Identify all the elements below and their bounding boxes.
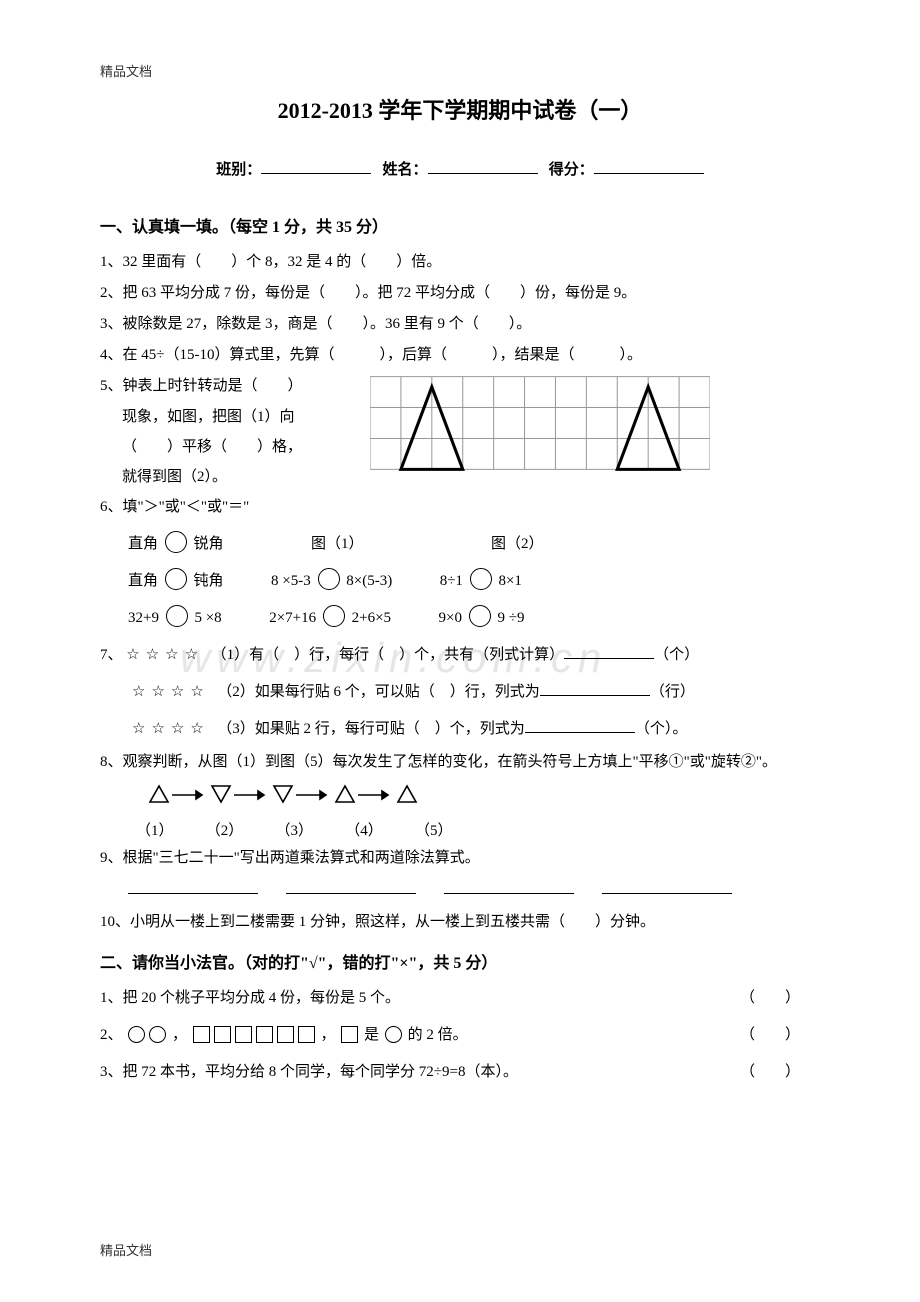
q9-blank2[interactable] bbox=[286, 878, 416, 894]
cmp-r3d: 2+6×5 bbox=[352, 610, 391, 626]
s2-q1: 1、把 20 个桃子平均分成 4 份，每份是 5 个。 （ ） bbox=[100, 985, 820, 1012]
compare-row3: 32+9 5 ×8 2×7+16 2+6×5 9×0 9 ÷9 bbox=[128, 605, 820, 632]
info-row: 班别： 姓名： 得分： bbox=[100, 156, 820, 184]
paren-blank[interactable]: （ ） bbox=[740, 1022, 800, 1049]
score-label: 得分： bbox=[549, 162, 594, 178]
cmp-r1a: 直角 bbox=[128, 536, 158, 552]
compare-row1: 直角 锐角 图（1） 图（2） bbox=[128, 531, 820, 558]
q5-line1: 5、钟表上时针转动是（ ） bbox=[100, 373, 370, 400]
header-note: 精品文档 bbox=[100, 60, 820, 83]
q7-blank3[interactable] bbox=[525, 717, 635, 733]
circle-icon bbox=[385, 1026, 402, 1043]
cmp-r2b: 钝角 bbox=[194, 573, 224, 589]
compare-row2: 直角 钝角 8 ×5-3 8×(5-3) 8÷1 8×1 bbox=[128, 568, 820, 595]
q4: 4、在 45÷（15-10）算式里，先算（ ），后算（ ），结果是（ ）。 bbox=[100, 342, 820, 369]
fig1-label: 图（1） bbox=[311, 536, 364, 552]
class-label: 班别： bbox=[216, 162, 261, 178]
cmp-r3c: 2×7+16 bbox=[269, 610, 316, 626]
cmp-r2c: 8 ×5-3 bbox=[271, 573, 311, 589]
class-blank[interactable] bbox=[261, 156, 371, 174]
name-label: 姓名： bbox=[382, 162, 427, 178]
cmp-r2a: 直角 bbox=[128, 573, 158, 589]
q7-line2: ☆☆☆☆ （2）如果每行贴 6 个，可以贴（ ）行，列式为（行） bbox=[132, 679, 820, 706]
q8-labels: （1） （2） （3） （4） （5） bbox=[136, 818, 820, 845]
q6-line1: 6、填"＞"或"＜"或"＝" bbox=[100, 494, 370, 521]
q9-blanks bbox=[128, 876, 820, 905]
q5-line2: 现象，如图，把图（1）向 bbox=[122, 404, 370, 431]
q8: 8、观察判断，从图（1）到图（5）每次发生了怎样的变化，在箭头符号上方填上"平移… bbox=[100, 749, 820, 776]
square-icon bbox=[277, 1026, 294, 1043]
fig2-label: 图（2） bbox=[491, 536, 544, 552]
q7-line3: ☆☆☆☆ （3）如果贴 2 行，每行可贴（ ）个，列式为（个）。 bbox=[132, 716, 820, 743]
circle-blank[interactable] bbox=[323, 605, 345, 627]
footer-note: 精品文档 bbox=[100, 1239, 152, 1262]
circle-blank[interactable] bbox=[166, 605, 188, 627]
circle-blank[interactable] bbox=[165, 568, 187, 590]
cmp-r3f: 9 ÷9 bbox=[498, 610, 525, 626]
square-icon bbox=[193, 1026, 210, 1043]
square-icon bbox=[235, 1026, 252, 1043]
cmp-r1b: 锐角 bbox=[194, 536, 224, 552]
q5-line4: 就得到图（2）。 bbox=[122, 464, 370, 491]
q1: 1、32 里面有（ ）个 8，32 是 4 的（ ）倍。 bbox=[100, 249, 820, 276]
page-title: 2012-2013 学年下学期期中试卷（一） bbox=[100, 91, 820, 131]
q2: 2、把 63 平均分成 7 份，每份是（ ）。把 72 平均分成（ ）份，每份是… bbox=[100, 280, 820, 307]
square-icon bbox=[298, 1026, 315, 1043]
cmp-r2d: 8×(5-3) bbox=[346, 573, 392, 589]
circle-blank[interactable] bbox=[470, 568, 492, 590]
q7-line1: 7、 ☆☆☆☆ （1）有（ ）行，每行（ ）个，共有（列式计算）（个） bbox=[100, 642, 820, 669]
cmp-r2f: 8×1 bbox=[498, 573, 521, 589]
section2-header: 二、请你当小法官。（对的打"√"，错的打"×"，共 5 分） bbox=[100, 950, 820, 979]
q7-blank1[interactable] bbox=[564, 643, 654, 659]
q3: 3、被除数是 27，除数是 3，商是（ ）。36 里有 9 个（ ）。 bbox=[100, 311, 820, 338]
q9-blank1[interactable] bbox=[128, 878, 258, 894]
s2-q2: 2、 ， ， 是 的 2 倍。 （ ） bbox=[100, 1022, 820, 1049]
circle-icon bbox=[149, 1026, 166, 1043]
name-blank[interactable] bbox=[428, 156, 538, 174]
cmp-r3b: 5 ×8 bbox=[194, 610, 221, 626]
square-icon bbox=[214, 1026, 231, 1043]
q7-blank2[interactable] bbox=[540, 680, 650, 696]
paren-blank[interactable]: （ ） bbox=[740, 985, 800, 1012]
q9-blank4[interactable] bbox=[602, 878, 732, 894]
score-blank[interactable] bbox=[594, 156, 704, 174]
q8-diagram bbox=[140, 780, 820, 819]
cmp-r3a: 32+9 bbox=[128, 610, 159, 626]
circle-blank[interactable] bbox=[318, 568, 340, 590]
circle-blank[interactable] bbox=[165, 531, 187, 553]
q10: 10、小明从一楼上到二楼需要 1 分钟，照这样，从一楼上到五楼共需（ ）分钟。 bbox=[100, 909, 820, 936]
grid-figure bbox=[370, 373, 730, 484]
q5-line3: （ ）平移（ ）格， bbox=[122, 434, 370, 461]
circle-icon bbox=[128, 1026, 145, 1043]
circle-blank[interactable] bbox=[469, 605, 491, 627]
section1-header: 一、认真填一填。（每空 1 分，共 35 分） bbox=[100, 214, 820, 243]
cmp-r3e: 9×0 bbox=[439, 610, 462, 626]
paren-blank[interactable]: （ ） bbox=[740, 1059, 800, 1086]
square-icon bbox=[341, 1026, 358, 1043]
s2-q3: 3、把 72 本书，平均分给 8 个同学，每个同学分 72÷9=8（本）。 （ … bbox=[100, 1059, 820, 1086]
q9: 9、根据"三七二十一"写出两道乘法算式和两道除法算式。 bbox=[100, 845, 820, 872]
cmp-r2e: 8÷1 bbox=[440, 573, 463, 589]
q9-blank3[interactable] bbox=[444, 878, 574, 894]
square-icon bbox=[256, 1026, 273, 1043]
